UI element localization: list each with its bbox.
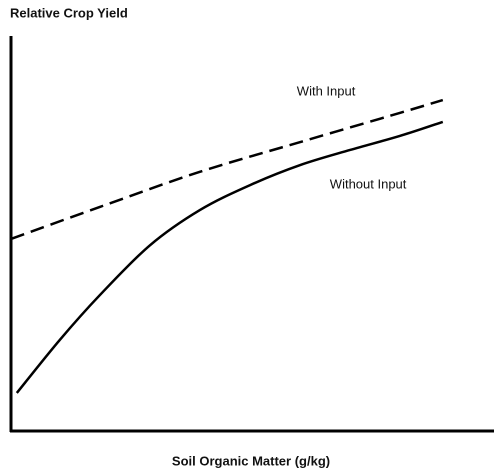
line (15, 120, 444, 394)
chart-title: Relative Crop Yield (10, 5, 128, 20)
line (10, 98, 444, 241)
series-label: Without Input (330, 176, 407, 191)
x-axis-label: Soil Organic Matter (g/kg) (172, 453, 330, 468)
series-label: With Input (297, 83, 356, 98)
